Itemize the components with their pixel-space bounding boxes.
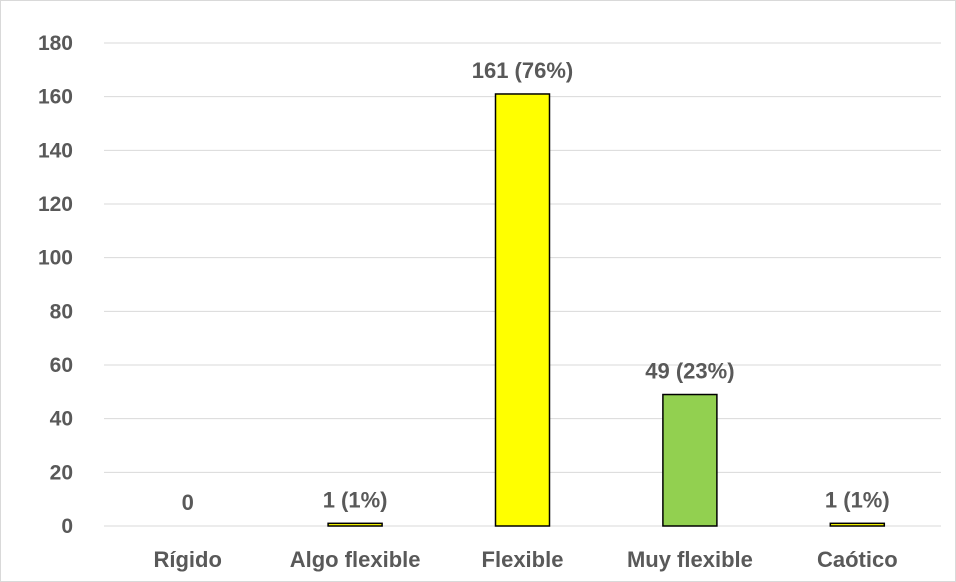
y-tick-label: 160 [38,86,73,109]
y-tick-label: 0 [61,515,73,538]
bars [327,93,886,527]
data-label: 49 (23%) [645,359,734,384]
y-tick-label: 20 [50,461,73,484]
data-label: 161 (76%) [472,58,574,83]
data-label: 1 (1%) [825,487,890,512]
bar-algo-flexible [327,522,383,527]
bar-caótico [829,522,886,527]
data-labels: 0 1 (1%) 161 (76%) 49 (23%) 1 (1%) [182,58,890,515]
bar-muy-flexible [662,393,718,527]
y-tick-label: 140 [38,139,73,162]
y-tick-label: 120 [38,193,73,216]
y-tick-label: 80 [50,300,73,323]
category-label: Muy flexible [627,547,753,572]
y-tick-label: 40 [50,408,73,431]
category-label: Caótico [817,547,898,572]
data-label: 0 [182,490,194,515]
category-label: Flexible [482,547,564,572]
bar-flexible [494,93,551,527]
category-label: Algo flexible [290,547,421,572]
category-label: Rígido [153,547,221,572]
y-axis-ticks: 0 20 40 60 80 100 120 140 160 180 [38,32,73,538]
y-tick-label: 100 [38,247,73,270]
data-label: 1 (1%) [323,487,388,512]
y-tick-label: 60 [50,354,73,377]
y-tick-label: 180 [38,32,73,55]
x-axis-categories: Rígido Algo flexible Flexible Muy flexible C… [153,547,897,572]
